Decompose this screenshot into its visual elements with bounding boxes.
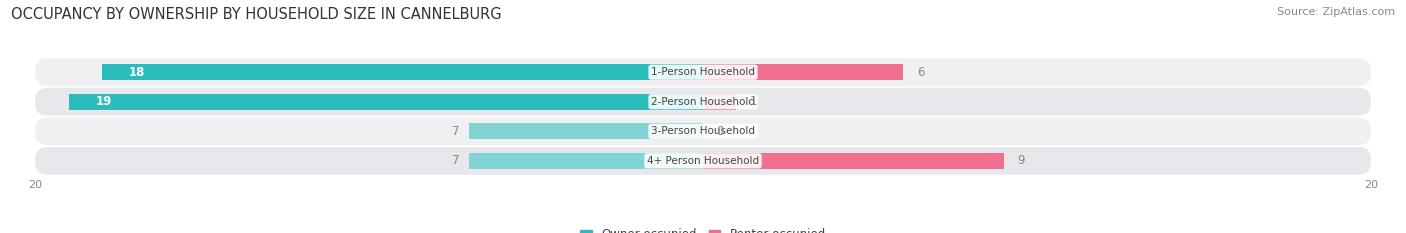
- Text: 18: 18: [128, 66, 145, 79]
- Text: 2-Person Household: 2-Person Household: [651, 97, 755, 107]
- FancyBboxPatch shape: [35, 117, 1371, 145]
- Text: Source: ZipAtlas.com: Source: ZipAtlas.com: [1277, 7, 1395, 17]
- Legend: Owner-occupied, Renter-occupied: Owner-occupied, Renter-occupied: [579, 228, 827, 233]
- FancyBboxPatch shape: [35, 147, 1371, 175]
- Text: 4+ Person Household: 4+ Person Household: [647, 156, 759, 166]
- Text: 1-Person Household: 1-Person Household: [651, 67, 755, 77]
- Text: 9: 9: [1017, 154, 1025, 167]
- FancyBboxPatch shape: [35, 58, 1371, 86]
- Bar: [703, 153, 1004, 169]
- Text: 7: 7: [451, 125, 460, 138]
- Bar: [101, 64, 703, 80]
- Bar: [470, 153, 703, 169]
- Text: OCCUPANCY BY OWNERSHIP BY HOUSEHOLD SIZE IN CANNELBURG: OCCUPANCY BY OWNERSHIP BY HOUSEHOLD SIZE…: [11, 7, 502, 22]
- Bar: [703, 94, 737, 110]
- Bar: [69, 94, 703, 110]
- Bar: [470, 123, 703, 139]
- Text: 1: 1: [749, 95, 758, 108]
- Text: 19: 19: [96, 95, 111, 108]
- Text: 3-Person Household: 3-Person Household: [651, 126, 755, 136]
- Text: 6: 6: [917, 66, 924, 79]
- FancyBboxPatch shape: [35, 88, 1371, 116]
- Text: 0: 0: [716, 125, 724, 138]
- Text: 7: 7: [451, 154, 460, 167]
- Bar: [703, 64, 903, 80]
